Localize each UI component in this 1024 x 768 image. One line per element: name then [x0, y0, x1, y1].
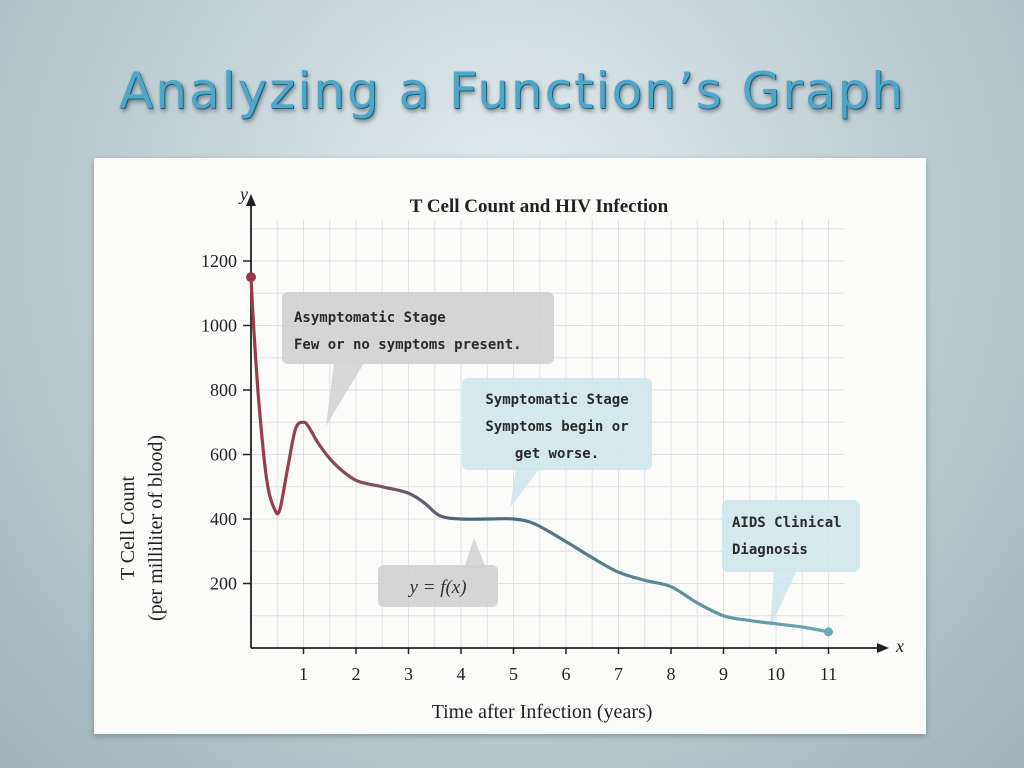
slide-title: Analyzing a Function’s Graph: [119, 62, 905, 120]
function-callout: y = f(x): [378, 565, 498, 607]
y-tick-label: 1200: [201, 251, 237, 271]
asymptomatic-callout-line-2: Few or no symptoms present.: [294, 337, 522, 353]
aids-callout-pointer: [770, 568, 798, 628]
y-axis-variable: y: [238, 184, 248, 204]
y-axis-label-line-1: T Cell Count: [117, 476, 139, 581]
symptomatic-callout-line-3: get worse.: [515, 446, 599, 462]
symptomatic-callout-pointer: [510, 468, 540, 508]
aids-callout-line-2: Diagnosis: [732, 542, 808, 558]
x-tick-label: 4: [457, 664, 466, 684]
x-tick-label: 8: [667, 664, 676, 684]
symptomatic-callout-line-1: Symptomatic Stage: [485, 392, 628, 408]
y-tick-label: 200: [210, 574, 237, 594]
function-callout-label: y = f(x): [407, 577, 466, 598]
y-axis-label-group: T Cell Count (per milliliter of blood): [117, 435, 167, 621]
y-axis-arrow: [246, 194, 256, 206]
chart-svg: T Cell Count and HIV Infection y x 200 40…: [117, 184, 904, 723]
x-tick-label: 2: [352, 664, 361, 684]
x-tick-group: 1 2 3 4 5 6 7 8 9 10 11: [299, 648, 837, 684]
symptomatic-callout: Symptomatic Stage Symptoms begin or get …: [462, 378, 652, 470]
aids-callout: AIDS Clinical Diagnosis: [722, 500, 860, 572]
x-tick-label: 5: [509, 664, 518, 684]
y-axis-label-line-2: (per milliliter of blood): [145, 435, 167, 621]
x-tick-label: 9: [719, 664, 728, 684]
y-tick-label: 800: [210, 380, 237, 400]
aids-callout-line-1: AIDS Clinical: [732, 515, 842, 531]
y-tick-label: 600: [210, 445, 237, 465]
series-line-t-cell-count: [249, 275, 831, 634]
asymptomatic-callout-pointer: [326, 363, 364, 426]
y-tick-group: 200 400 600 800 1000 1200: [201, 251, 251, 594]
x-axis-variable: x: [895, 636, 904, 656]
x-tick-label: 1: [299, 664, 308, 684]
function-callout-box: [378, 565, 498, 607]
asymptomatic-callout-box: [282, 292, 554, 364]
chart-title: T Cell Count and HIV Infection: [410, 196, 669, 217]
y-tick-label: 1000: [201, 316, 237, 336]
symptomatic-callout-line-2: Symptoms begin or: [485, 419, 628, 435]
x-tick-label: 3: [404, 664, 413, 684]
x-tick-label: 10: [767, 664, 785, 684]
x-axis-arrow: [877, 643, 889, 653]
y-tick-label: 400: [210, 509, 237, 529]
aids-callout-box: [722, 500, 860, 572]
series-end-point: [824, 627, 833, 637]
series-start-point: [246, 272, 256, 283]
x-tick-label: 7: [614, 664, 623, 684]
chart-figure: T Cell Count and HIV Infection y x 200 40…: [94, 158, 926, 734]
symptomatic-callout-box: [462, 378, 652, 470]
x-axis-label: Time after Infection (years): [432, 701, 653, 723]
x-tick-label: 6: [562, 664, 571, 684]
asymptomatic-callout-line-1: Asymptomatic Stage: [294, 310, 446, 326]
function-callout-pointer: [464, 538, 486, 568]
x-tick-label: 11: [820, 664, 837, 684]
asymptomatic-callout: Asymptomatic Stage Few or no symptoms pr…: [282, 292, 554, 364]
